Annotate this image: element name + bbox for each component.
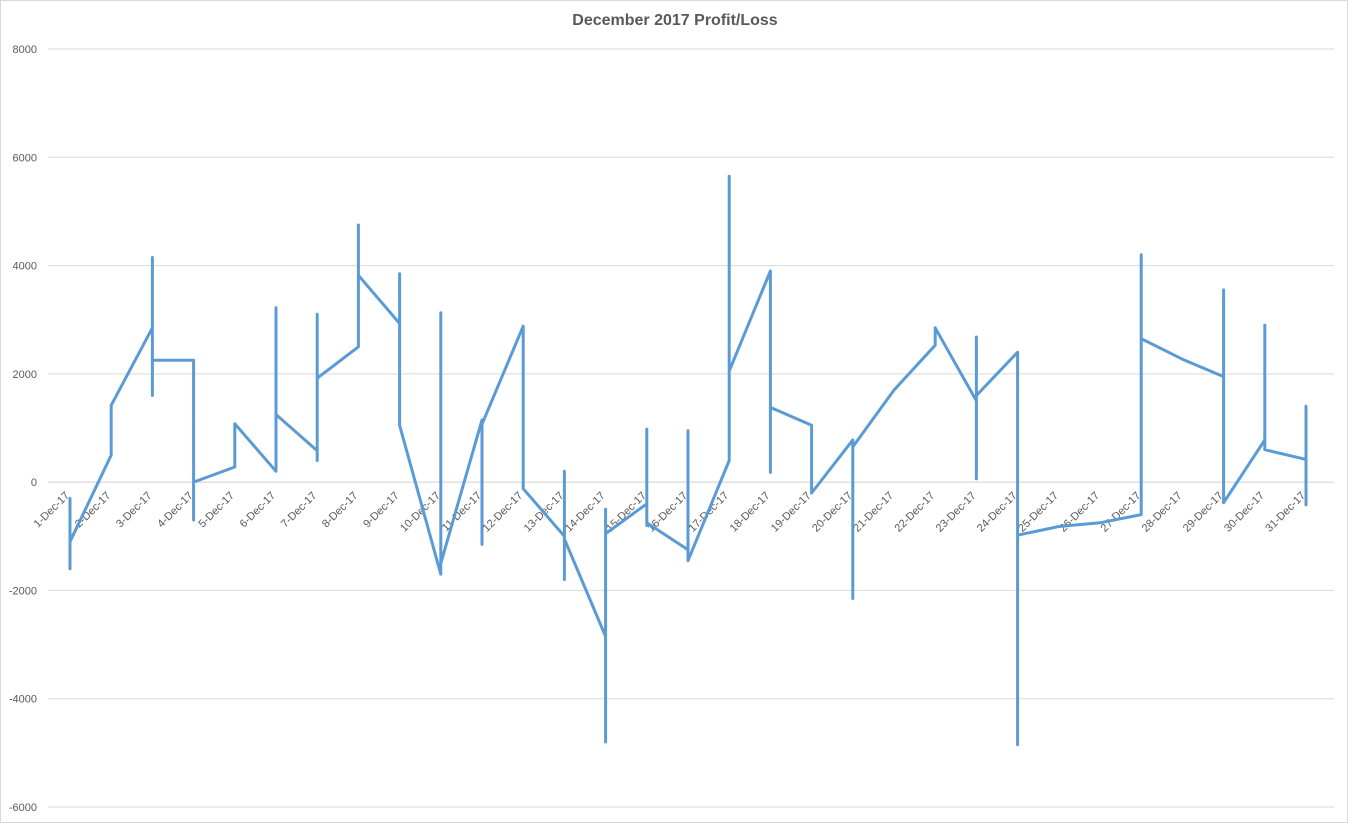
x-tick-label: 18-Dec-17 (728, 490, 773, 535)
gridlines (48, 48, 1334, 808)
y-tick-label: -4000 (9, 694, 37, 706)
y-tick-label: 8000 (13, 44, 37, 56)
x-tick-label: 29-Dec-17 (1181, 490, 1226, 535)
series-line (68, 174, 1308, 747)
x-tick-label: 5-Dec-17 (196, 490, 236, 530)
y-tick-label: -6000 (9, 802, 37, 814)
series (68, 174, 1308, 747)
x-tick-label: 26-Dec-17 (1057, 490, 1102, 535)
x-tick-label: 7-Dec-17 (279, 490, 319, 530)
y-axis-ticks: 8000 6000 4000 2000 0 -2000 -4000 -6000 (9, 44, 37, 814)
y-tick-label: 2000 (13, 369, 37, 381)
x-tick-label: 27-Dec-17 (1099, 490, 1144, 535)
x-tick-label: 21-Dec-17 (851, 490, 896, 535)
x-tick-label: 23-Dec-17 (934, 490, 979, 535)
y-tick-label: 0 (31, 477, 37, 489)
x-tick-label: 22-Dec-17 (893, 490, 938, 535)
x-tick-label: 8-Dec-17 (320, 490, 360, 530)
x-axis-ticks: 1-Dec-17 2-Dec-17 3-Dec-17 4-Dec-17 5-Dec-17… (32, 490, 1308, 535)
x-tick-label: 1-Dec-17 (32, 490, 72, 530)
x-tick-label: 3-Dec-17 (114, 490, 154, 530)
x-tick-label: 24-Dec-17 (975, 490, 1020, 535)
x-tick-label: 20-Dec-17 (810, 490, 855, 535)
y-tick-label: 4000 (13, 261, 37, 273)
y-tick-label: 6000 (13, 152, 37, 164)
y-tick-label: -2000 (9, 585, 37, 597)
x-tick-label: 28-Dec-17 (1140, 490, 1185, 535)
x-tick-label: 6-Dec-17 (238, 490, 278, 530)
x-tick-label: 31-Dec-17 (1263, 490, 1308, 535)
x-tick-label: 19-Dec-17 (769, 490, 814, 535)
x-tick-label: 15-Dec-17 (604, 490, 649, 535)
x-tick-label: 9-Dec-17 (361, 490, 401, 530)
x-tick-label: 14-Dec-17 (563, 490, 608, 535)
x-tick-label: 12-Dec-17 (481, 490, 526, 535)
chart-title: December 2017 Profit/Loss (572, 12, 778, 29)
x-tick-label: 4-Dec-17 (155, 490, 195, 530)
x-tick-label: 11-Dec-17 (440, 490, 484, 534)
